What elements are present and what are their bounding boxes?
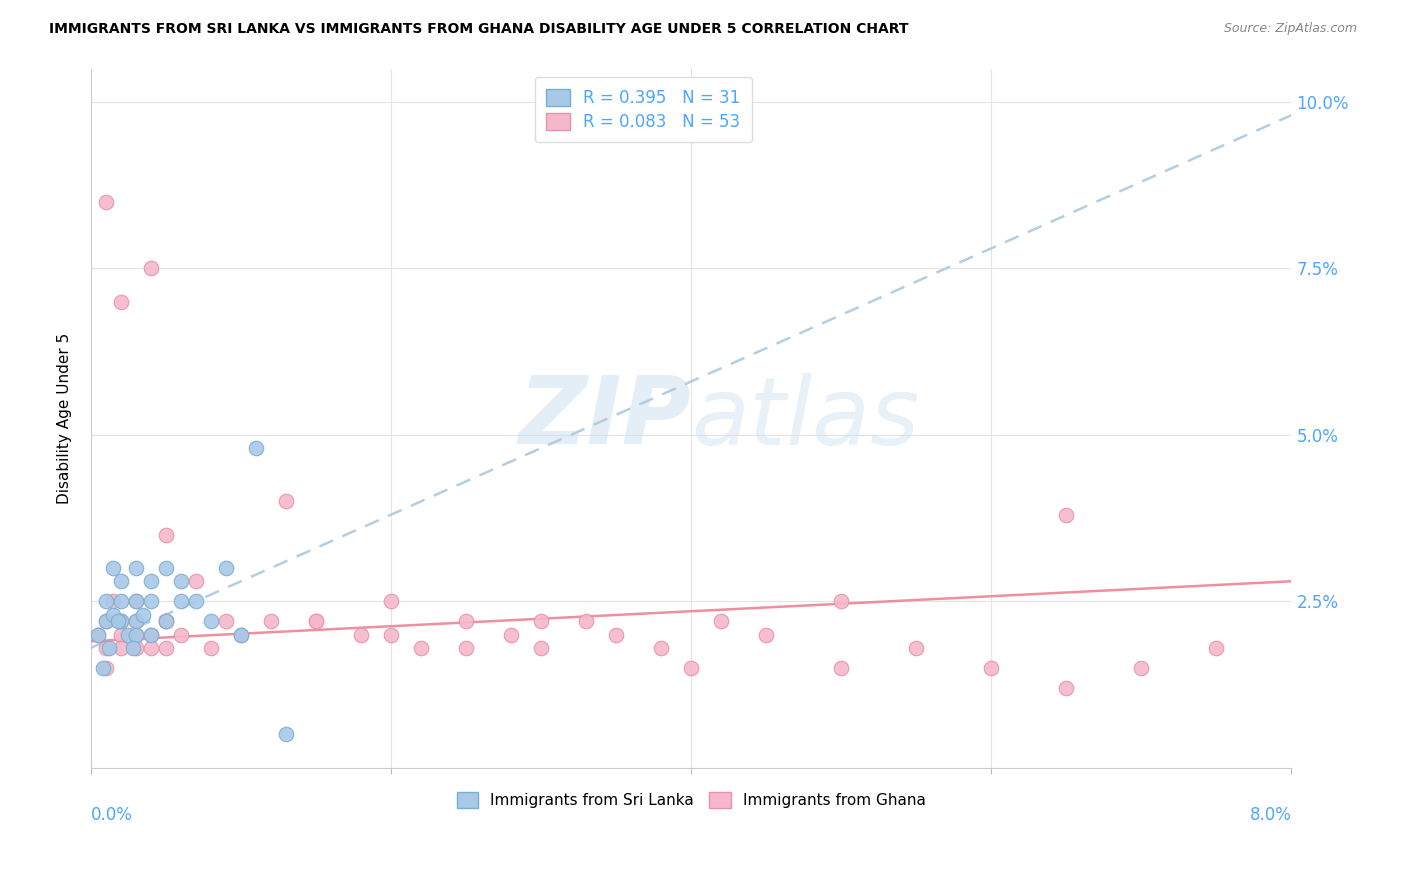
Point: [125, 627, 148, 641]
Point: [110, 574, 132, 589]
Point: [245, 441, 267, 455]
Point: [215, 561, 238, 575]
Point: [107, 614, 129, 628]
Point: [170, 627, 193, 641]
Point: [103, 561, 125, 575]
Point: [94, 640, 117, 655]
Point: [110, 627, 132, 641]
Point: [229, 627, 252, 641]
Point: [380, 627, 402, 641]
Point: [110, 614, 132, 628]
Point: [215, 614, 238, 628]
Point: [94, 661, 117, 675]
Point: [155, 640, 177, 655]
Point: [125, 614, 148, 628]
Point: [184, 594, 207, 608]
Point: [139, 640, 162, 655]
Point: [184, 574, 207, 589]
Text: ZIP: ZIP: [519, 372, 692, 464]
Point: [305, 614, 328, 628]
Point: [125, 614, 148, 628]
Point: [1054, 681, 1077, 695]
Point: [139, 594, 162, 608]
Point: [170, 574, 193, 589]
Point: [155, 614, 177, 628]
Point: [110, 294, 132, 309]
Point: [350, 627, 373, 641]
Point: [139, 627, 162, 641]
Point: [125, 561, 148, 575]
Point: [305, 614, 328, 628]
Point: [139, 261, 162, 276]
Point: [260, 614, 283, 628]
Point: [97, 640, 120, 655]
Text: IMMIGRANTS FROM SRI LANKA VS IMMIGRANTS FROM GHANA DISABILITY AGE UNDER 5 CORREL: IMMIGRANTS FROM SRI LANKA VS IMMIGRANTS …: [49, 22, 908, 37]
Point: [94, 614, 117, 628]
Point: [117, 627, 139, 641]
Point: [155, 527, 177, 541]
Point: [456, 640, 478, 655]
Point: [103, 607, 125, 622]
Point: [229, 627, 252, 641]
Point: [94, 594, 117, 608]
Point: [905, 640, 928, 655]
Text: 0.0%: 0.0%: [91, 806, 132, 824]
Legend: R = 0.395   N = 31, R = 0.083   N = 53: R = 0.395 N = 31, R = 0.083 N = 53: [534, 77, 752, 143]
Point: [94, 614, 117, 628]
Point: [980, 661, 1002, 675]
Text: atlas: atlas: [692, 373, 920, 464]
Point: [200, 640, 222, 655]
Point: [155, 614, 177, 628]
Point: [1054, 508, 1077, 522]
Point: [530, 614, 553, 628]
Point: [110, 614, 132, 628]
Point: [830, 594, 852, 608]
Point: [380, 594, 402, 608]
Point: [170, 594, 193, 608]
Point: [274, 727, 297, 741]
Point: [122, 640, 145, 655]
Point: [132, 607, 155, 622]
Text: Source: ZipAtlas.com: Source: ZipAtlas.com: [1223, 22, 1357, 36]
Point: [530, 640, 553, 655]
Point: [87, 627, 110, 641]
Text: 8.0%: 8.0%: [1250, 806, 1292, 824]
Point: [575, 614, 598, 628]
Point: [91, 661, 114, 675]
Point: [110, 640, 132, 655]
Point: [755, 627, 778, 641]
Point: [456, 614, 478, 628]
Point: [1205, 640, 1227, 655]
Point: [110, 594, 132, 608]
Point: [125, 594, 148, 608]
Point: [409, 640, 432, 655]
Point: [155, 614, 177, 628]
Point: [103, 594, 125, 608]
Point: [125, 640, 148, 655]
Point: [605, 627, 627, 641]
Y-axis label: Disability Age Under 5: Disability Age Under 5: [58, 333, 72, 504]
Point: [87, 627, 110, 641]
Point: [1130, 661, 1153, 675]
Point: [125, 627, 148, 641]
Point: [650, 640, 672, 655]
Point: [710, 614, 733, 628]
Point: [200, 614, 222, 628]
Point: [155, 561, 177, 575]
Point: [139, 574, 162, 589]
Point: [274, 494, 297, 508]
Point: [501, 627, 523, 641]
Point: [681, 661, 703, 675]
Point: [139, 627, 162, 641]
Point: [830, 661, 852, 675]
Point: [125, 594, 148, 608]
Point: [94, 194, 117, 209]
